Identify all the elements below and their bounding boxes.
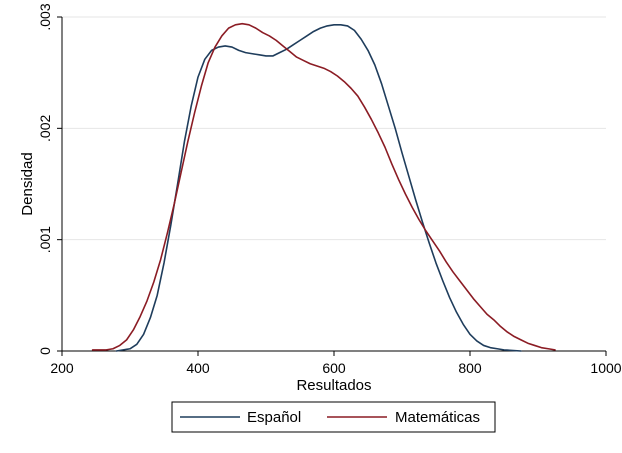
series-line-0 <box>115 23 522 352</box>
legend: Español Matemáticas <box>171 401 496 433</box>
legend-label-matematicas: Matemáticas <box>395 409 480 426</box>
y-tick-label: .002 <box>37 114 53 141</box>
series-lines <box>91 22 556 352</box>
legend-label-espanol: Español <box>247 409 301 426</box>
y-tick-label: .001 <box>37 226 53 253</box>
series-line-1 <box>91 22 556 351</box>
grid-lines <box>62 16 606 241</box>
x-tick-label: 600 <box>322 360 346 376</box>
y-axis-title: Densidad <box>19 152 36 215</box>
y-tick-label: 0 <box>37 347 53 355</box>
y-tick-label: .003 <box>37 3 53 30</box>
x-axis-title: Resultados <box>296 377 371 394</box>
x-tick-label: 200 <box>50 360 74 376</box>
axes: 200 400 600 800 1000 0 .001 .002 .003 <box>37 3 622 376</box>
x-tick-label: 800 <box>458 360 482 376</box>
x-tick-label: 400 <box>186 360 210 376</box>
x-tick-label: 1000 <box>590 360 621 376</box>
